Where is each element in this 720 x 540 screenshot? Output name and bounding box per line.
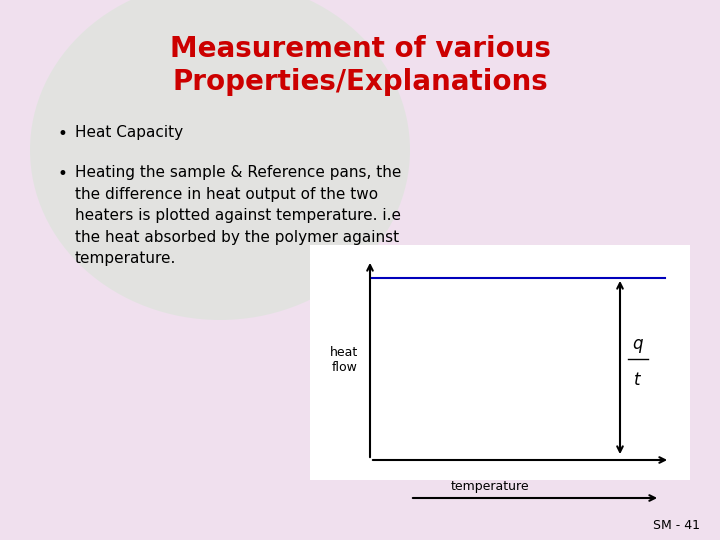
Text: SM - 41: SM - 41 <box>653 519 700 532</box>
Bar <box>310 245 690 480</box>
Text: Heat Capacity: Heat Capacity <box>75 125 183 140</box>
Text: Heating the sample & Reference pans, the
the difference in heat output of the tw: Heating the sample & Reference pans, the… <box>75 165 401 266</box>
Text: •: • <box>57 125 67 143</box>
Ellipse shape <box>30 0 410 320</box>
Text: $q$: $q$ <box>632 337 644 355</box>
Text: heat
flow: heat flow <box>330 346 358 374</box>
Text: $t$: $t$ <box>634 371 642 389</box>
Text: Measurement of various
Properties/Explanations: Measurement of various Properties/Explan… <box>169 35 551 97</box>
Text: temperature: temperature <box>451 480 529 493</box>
Text: •: • <box>57 165 67 183</box>
